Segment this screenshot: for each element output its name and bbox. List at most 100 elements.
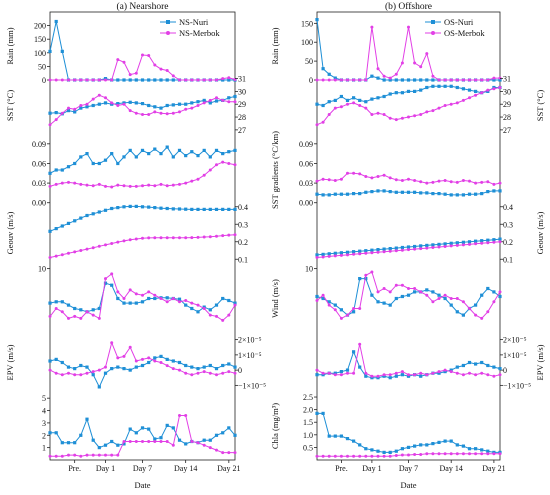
- y-tick-label: 0.4: [503, 203, 513, 212]
- data-point: [48, 184, 52, 188]
- data-point: [159, 236, 163, 240]
- panel-title: (a) Nearshore: [117, 1, 169, 12]
- y-tick-label: 29: [238, 100, 246, 109]
- data-point: [419, 244, 423, 248]
- data-point: [67, 78, 70, 82]
- data-point: [79, 363, 83, 368]
- y-axis-label: SST gradients (°C/km): [270, 131, 280, 209]
- y-tick-label: 0.00: [32, 199, 46, 208]
- data-point: [437, 84, 441, 88]
- data-point: [315, 294, 319, 299]
- data-point: [364, 273, 368, 277]
- data-point: [467, 447, 472, 451]
- data-point: [91, 161, 95, 166]
- data-point: [474, 192, 478, 196]
- data-point: [202, 443, 206, 447]
- data-point: [455, 371, 459, 375]
- subplot-geouv: 0.1 0.2 0.3 0.4 Geouv (m/s): [5, 203, 248, 265]
- data-point: [227, 100, 231, 104]
- y-tick-label: 0.06: [299, 159, 313, 168]
- y-axis-label: Geouv (m/s): [535, 211, 545, 254]
- data-point: [202, 78, 206, 82]
- data-point: [321, 411, 325, 415]
- data-point: [437, 371, 441, 375]
- data-point: [370, 251, 374, 255]
- data-point: [165, 300, 169, 304]
- data-point: [116, 296, 120, 301]
- data-point: [214, 207, 219, 211]
- data-point: [221, 371, 225, 375]
- data-point: [104, 365, 107, 369]
- y-axis-label: Rain (mm): [5, 27, 15, 64]
- data-point: [227, 233, 231, 237]
- data-point: [413, 190, 417, 194]
- data-point: [474, 93, 478, 97]
- data-point: [79, 308, 83, 312]
- data-point: [128, 148, 132, 152]
- y-tick-label: 2×10⁻⁵: [238, 336, 262, 345]
- y-tick-label: 31: [238, 75, 246, 84]
- y-tick-label: 0.09: [32, 140, 46, 149]
- data-point: [474, 313, 478, 317]
- y-axis-label: SST (°C): [5, 90, 15, 122]
- data-point: [165, 440, 169, 443]
- data-point: [73, 314, 77, 318]
- data-point: [66, 441, 71, 445]
- data-point: [171, 155, 175, 159]
- data-point: [85, 417, 89, 421]
- data-point: [474, 447, 478, 451]
- data-point: [177, 148, 182, 152]
- data-point: [97, 93, 101, 97]
- y-tick-label: 1×10⁻⁵: [238, 351, 262, 360]
- y-tick-label: 100: [34, 49, 46, 58]
- data-point: [400, 447, 404, 451]
- legend-entry: NS-Merbok: [179, 28, 220, 38]
- data-point: [413, 373, 417, 377]
- data-point: [364, 100, 368, 104]
- data-point: [388, 454, 392, 458]
- data-point: [227, 362, 231, 366]
- data-point: [327, 434, 331, 438]
- y-tick-label: 3: [42, 419, 46, 428]
- data-point: [327, 72, 331, 76]
- data-point: [85, 152, 89, 156]
- data-point: [400, 283, 404, 287]
- data-point: [190, 207, 194, 211]
- data-point: [431, 109, 435, 113]
- x-axis-label: Date: [134, 480, 150, 490]
- data-point: [54, 118, 58, 122]
- y-tick-label: 5: [42, 394, 46, 403]
- data-point: [352, 439, 356, 443]
- data-point: [134, 101, 138, 105]
- data-point: [214, 433, 219, 437]
- data-point: [110, 283, 114, 287]
- data-point: [54, 254, 58, 258]
- data-point: [394, 296, 398, 301]
- data-point: [437, 106, 441, 110]
- data-point: [480, 360, 484, 365]
- data-point: [480, 316, 484, 320]
- data-point: [128, 288, 132, 292]
- data-point: [370, 374, 374, 378]
- data-point: [165, 69, 169, 72]
- data-point: [171, 367, 175, 371]
- data-point: [394, 190, 398, 194]
- data-point: [455, 101, 459, 105]
- y-tick-label: 2.0: [303, 406, 313, 415]
- data-point: [425, 191, 429, 195]
- data-point: [48, 49, 52, 53]
- data-point: [413, 78, 417, 82]
- data-point: [376, 374, 380, 378]
- data-point: [104, 184, 107, 188]
- data-point: [79, 216, 83, 220]
- data-point: [110, 242, 114, 245]
- data-point: [48, 431, 52, 435]
- data-point: [455, 85, 459, 90]
- data-point: [419, 443, 423, 447]
- data-point: [406, 78, 411, 82]
- y-tick-label: 27: [503, 126, 511, 135]
- data-point: [54, 111, 58, 115]
- series-line: [316, 344, 501, 377]
- data-point: [233, 451, 237, 455]
- data-point: [116, 161, 120, 166]
